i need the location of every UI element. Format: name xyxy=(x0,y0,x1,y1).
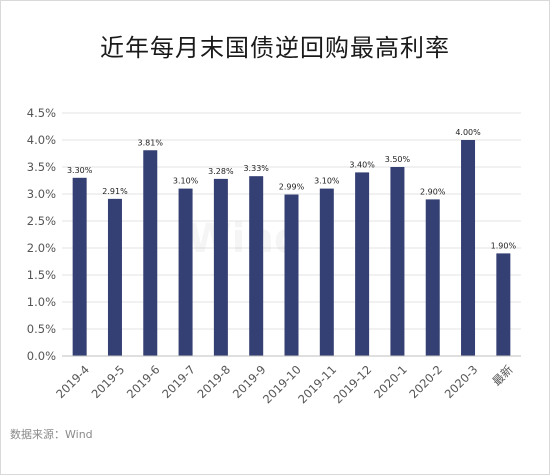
source-note: 数据来源：Wind xyxy=(10,428,93,441)
data-label: 3.10% xyxy=(314,177,340,186)
bar xyxy=(143,150,158,356)
x-tick-label: 最新 xyxy=(490,362,517,389)
watermark-text: Wind xyxy=(188,216,303,262)
bar xyxy=(425,199,440,356)
x-tick-label: 2019-4 xyxy=(53,362,92,401)
y-tick-label: 1.0% xyxy=(27,295,56,309)
bar xyxy=(107,198,122,356)
bar xyxy=(249,176,264,356)
x-tick-label: 2019-12 xyxy=(331,362,375,406)
data-label: 4.00% xyxy=(455,128,481,137)
data-label: 3.28% xyxy=(208,167,234,176)
data-label: 3.33% xyxy=(243,164,269,173)
y-tick-label: 3.5% xyxy=(27,160,56,174)
bar xyxy=(284,194,299,356)
data-label: 3.81% xyxy=(138,138,164,147)
data-label: 3.40% xyxy=(349,160,375,169)
data-label: 2.99% xyxy=(279,183,305,192)
y-tick-label: 4.5% xyxy=(27,106,56,120)
x-tick-label: 2019-6 xyxy=(124,362,163,401)
y-tick-label: 1.5% xyxy=(27,268,56,282)
x-tick-label: 2019-8 xyxy=(195,362,234,401)
x-tick-label: 2020-3 xyxy=(442,362,481,401)
bar xyxy=(72,177,87,356)
data-label: 3.50% xyxy=(385,155,411,164)
bar xyxy=(390,167,405,356)
data-labels: 3.30% 2.91% 3.81% 3.10% 3.28% 3.33% 2.99% 3.10%… xyxy=(67,128,517,250)
x-tick-label: 2019-7 xyxy=(159,362,198,401)
bar xyxy=(496,253,511,356)
x-tick-label: 2020-2 xyxy=(406,362,445,401)
data-label: 2.90% xyxy=(420,187,446,196)
y-tick-label: 0.5% xyxy=(27,322,56,336)
y-axis-ticks: 0.0% 0.5% 1.0% 1.5% 2.0% 2.5% 3.0% 3.5% 4.0% 4.5% xyxy=(27,106,56,363)
data-label: 3.10% xyxy=(173,177,199,186)
bar xyxy=(213,178,228,356)
bar xyxy=(461,140,476,356)
y-tick-label: 3.0% xyxy=(27,187,56,201)
data-label: 3.30% xyxy=(67,166,93,175)
bar xyxy=(355,172,370,356)
data-label: 2.91% xyxy=(102,187,128,196)
data-label: 1.90% xyxy=(491,241,517,250)
y-tick-label: 2.0% xyxy=(27,241,56,255)
bar xyxy=(178,188,193,356)
y-tick-label: 4.0% xyxy=(27,133,56,147)
x-axis-ticks: 2019-42019-52019-62019-72019-82019-92019… xyxy=(53,362,516,406)
y-tick-label: 2.5% xyxy=(27,214,56,228)
bar xyxy=(319,188,334,356)
bars xyxy=(72,140,511,356)
y-tick-label: 0.0% xyxy=(27,349,56,363)
x-tick-label: 2020-1 xyxy=(371,362,410,401)
watermark: Wind xyxy=(188,216,303,262)
chart-title: 近年每月末国债逆回购最高利率 xyxy=(100,34,450,62)
x-tick-label: 2019-5 xyxy=(89,362,128,401)
